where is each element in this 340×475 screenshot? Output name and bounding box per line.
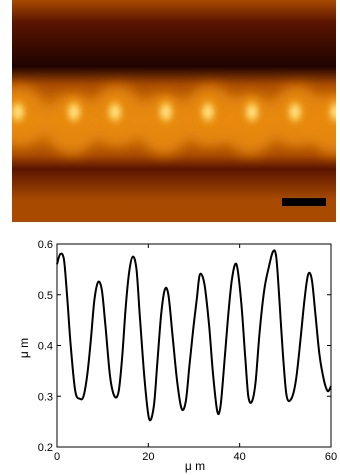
y-tick-label: 0.2 [38,442,53,454]
y-tick-label: 0.5 [38,290,53,302]
bright-core [325,96,336,128]
y-tick-label: 0.6 [38,239,53,251]
bright-core [241,96,263,128]
x-axis-label: μ m [185,459,205,473]
scale-bar [282,198,326,206]
y-tick-label: 0.3 [38,391,53,403]
bright-core [104,96,126,128]
plot-frame [56,243,332,448]
x-tick-label: 0 [54,451,60,463]
bright-core [63,96,85,128]
y-axis-label: μ m [17,338,31,358]
x-tick-label: 60 [325,451,337,463]
bright-core [12,96,29,128]
profile-line [56,249,332,422]
afm-height-image [12,0,336,222]
height-profile-chart: 0 20 40 60 0.2 0.3 0.4 0.5 0.6 μ m μ m [17,239,337,473]
x-tick-label: 20 [142,451,154,463]
x-tick-label: 40 [234,451,246,463]
y-tick-label: 0.4 [38,341,53,353]
bright-core [284,96,306,128]
bright-core [155,96,177,128]
bright-core [197,96,219,128]
